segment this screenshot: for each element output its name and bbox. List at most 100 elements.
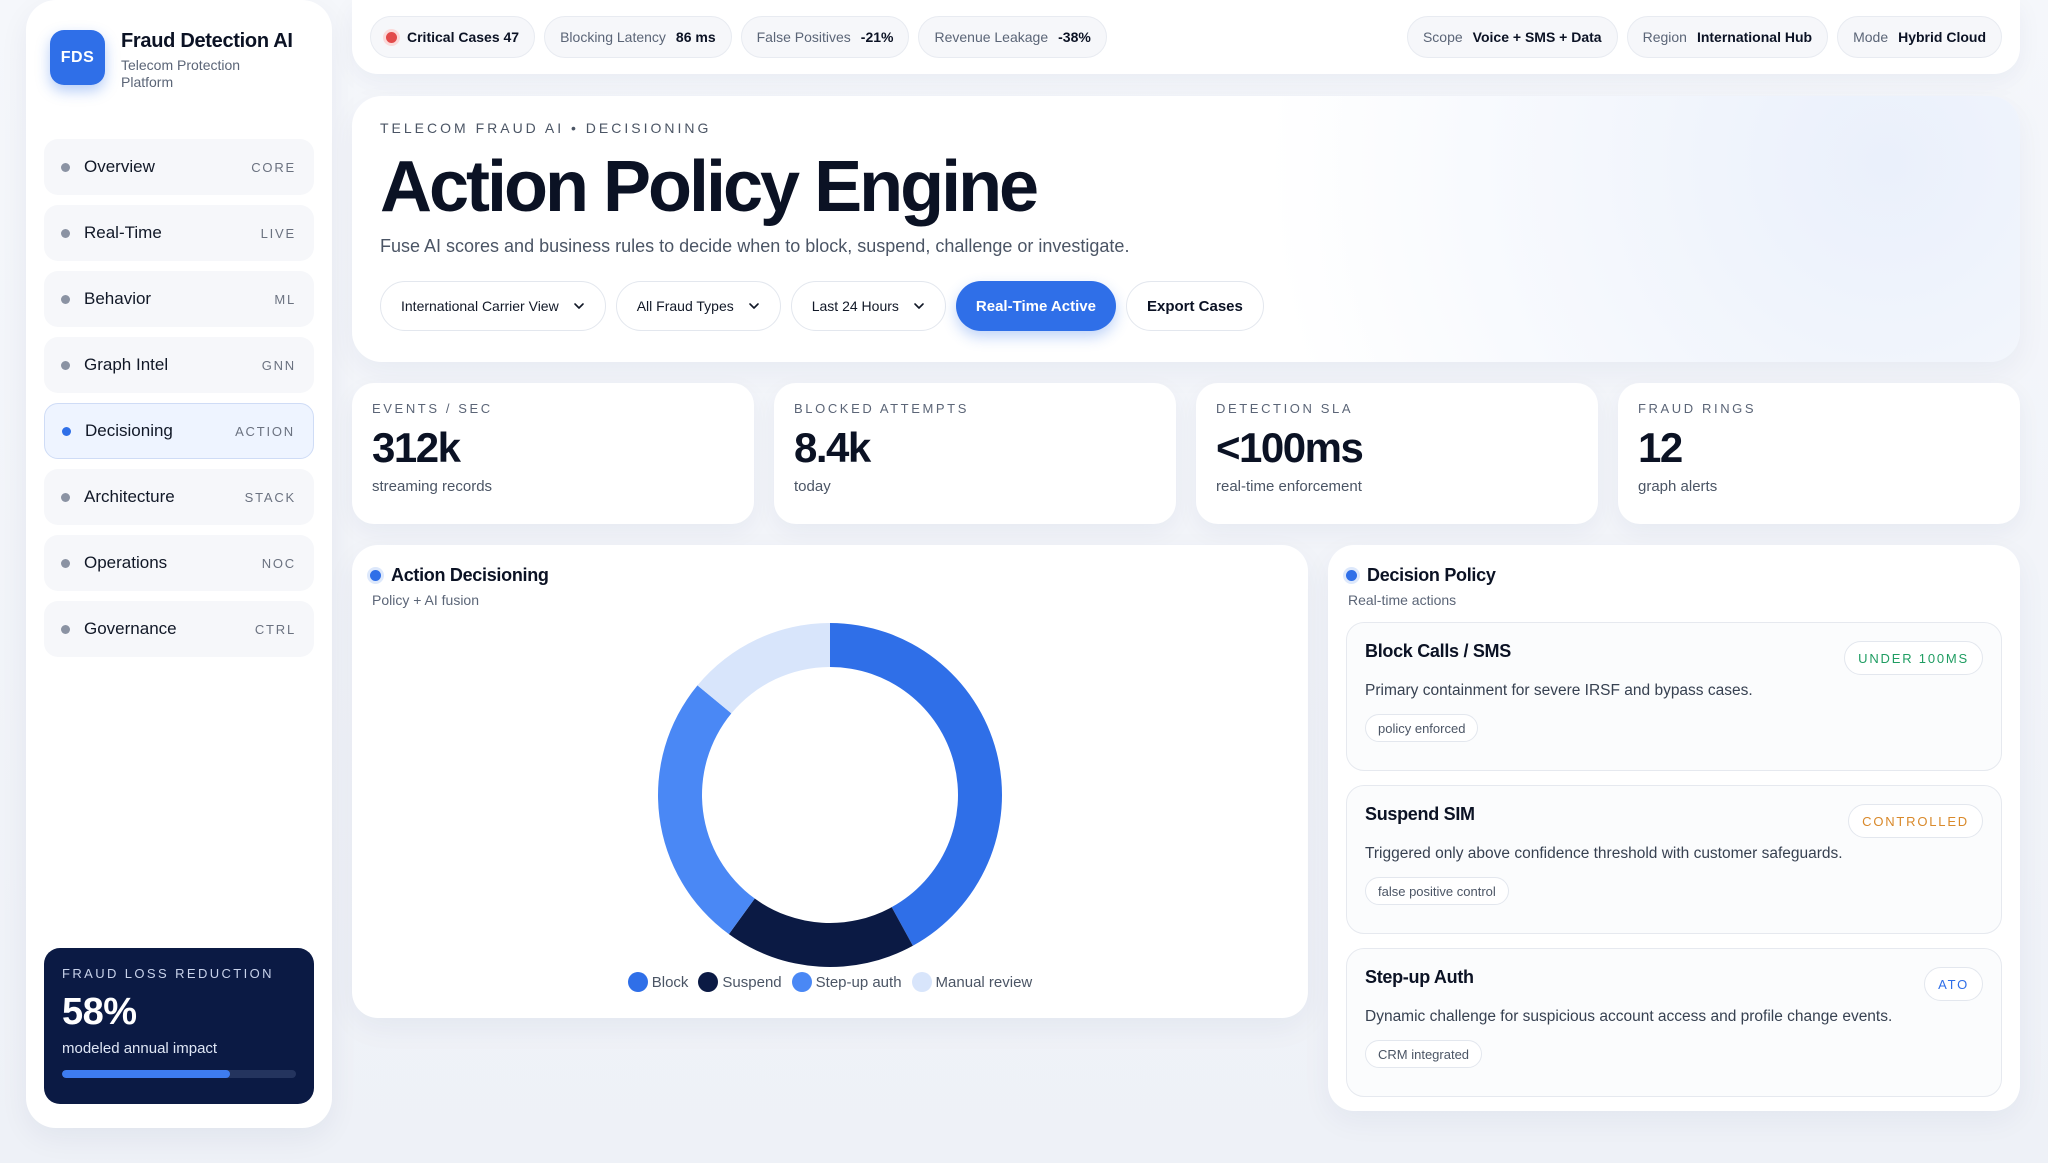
real-time-active-button[interactable]: Real-Time Active (955, 281, 1116, 331)
chip-label: False Positives (756, 29, 851, 45)
donut-slice-block[interactable] (830, 623, 1003, 946)
critical-cases-chip[interactable]: Critical Cases 47 (370, 16, 536, 58)
nav-dot-icon (61, 624, 70, 634)
sidebar-item-governance[interactable]: Governance CTRL (44, 601, 314, 657)
select-value: All Fraud Types (636, 298, 734, 314)
carrier-view-select[interactable]: International Carrier View (380, 281, 606, 331)
hero-eyebrow: TELECOM FRAUD AI • DECISIONING (380, 120, 712, 136)
policy-badge: UNDER 100MS (1844, 641, 1983, 675)
revenue-leakage-chip[interactable]: Revenue Leakage -38% (918, 16, 1107, 58)
chevron-down-icon (573, 303, 584, 309)
sidebar-item-overview[interactable]: Overview CORE (44, 139, 314, 195)
policy-tag: policy enforced (1365, 714, 1479, 742)
action-decisioning-panel: Action Decisioning Policy + AI fusion Bl… (352, 545, 1308, 1018)
chip-value: 47 (503, 29, 520, 45)
nav-dot-icon (61, 294, 70, 304)
page-title: Action Policy Engine (380, 147, 1039, 227)
kpi-value: <100ms (1216, 424, 1364, 471)
legend-swatch-icon (698, 972, 719, 992)
sidebar-item-label: Operations (84, 553, 168, 572)
chip-label: Mode (1853, 29, 1889, 45)
panel-header: Action Decisioning (370, 565, 1290, 586)
policy-card-suspend[interactable]: Suspend SIM CONTROLLED Triggered only ab… (1346, 785, 2002, 934)
chip-label: Region (1642, 29, 1687, 45)
legend-item[interactable]: Manual review (911, 972, 1032, 992)
sidebar-item-tag: STACK (244, 489, 296, 505)
policy-badge: CONTROLLED (1848, 804, 1983, 838)
legend-item[interactable]: Suspend (698, 972, 782, 992)
kpi-value: 312k (372, 424, 461, 471)
policy-title: Block Calls / SMS (1365, 641, 1511, 661)
region-chip[interactable]: Region International Hub (1626, 16, 1829, 58)
kpi-card-events: EVENTS / SEC 312k streaming records (352, 383, 754, 524)
fraud-type-select[interactable]: All Fraud Types (615, 281, 781, 331)
donut-chart-container (352, 615, 1308, 975)
kpi-label: EVENTS / SEC (372, 401, 493, 416)
blocking-latency-chip[interactable]: Blocking Latency 86 ms (544, 16, 732, 58)
sidebar-item-operations[interactable]: Operations NOC (44, 535, 314, 591)
chevron-down-icon (914, 303, 924, 309)
kpi-label: BLOCKED ATTEMPTS (794, 401, 969, 416)
policy-card-step-up[interactable]: Step-up Auth ATO Dynamic challenge for s… (1346, 948, 2002, 1097)
legend-label: Block (651, 973, 689, 991)
sidebar-item-tag: ACTION (235, 423, 295, 439)
sidebar-nav: Overview CORE Real-Time LIVE Behavior ML… (44, 139, 314, 657)
kpi-card-sla: DETECTION SLA <100ms real-time enforceme… (1196, 383, 1598, 524)
impact-card: FRAUD LOSS REDUCTION 58% modeled annual … (44, 948, 314, 1104)
chip-label: Revenue Leakage (934, 29, 1049, 45)
chevron-down-icon (748, 303, 759, 309)
sidebar-item-label: Behavior (84, 289, 152, 308)
false-positives-chip[interactable]: False Positives -21% (740, 16, 910, 58)
sidebar-item-tag: CTRL (254, 621, 296, 637)
policy-title: Step-up Auth (1365, 967, 1474, 987)
donut-slice-suspend[interactable] (728, 898, 913, 967)
sidebar-item-tag: GNN (261, 357, 296, 373)
panel-dot-icon (370, 570, 381, 581)
sidebar-item-label: Governance (84, 619, 177, 638)
legend-item[interactable]: Step-up auth (791, 972, 902, 992)
chip-label: Critical Cases (407, 29, 500, 45)
sidebar-item-tag: LIVE (260, 225, 296, 241)
policy-description: Primary containment for severe IRSF and … (1365, 682, 1753, 699)
chip-value: International Hub (1696, 29, 1813, 45)
top-status-bar: Critical Cases 47 Blocking Latency 86 ms … (352, 0, 2020, 74)
nav-dot-icon (61, 228, 70, 238)
legend-label: Step-up auth (815, 973, 902, 991)
sidebar-item-graph-intel[interactable]: Graph Intel GNN (44, 337, 314, 393)
panel-title: Decision Policy (1367, 565, 1496, 585)
kpi-subtitle: graph alerts (1638, 478, 1718, 495)
sidebar-item-tag: ML (274, 291, 296, 307)
nav-dot-icon (61, 558, 70, 568)
sidebar-item-label: Graph Intel (84, 355, 169, 374)
sidebar-item-behavior[interactable]: Behavior ML (44, 271, 314, 327)
policy-tag: CRM integrated (1365, 1040, 1483, 1068)
sidebar-item-label: Decisioning (85, 421, 173, 440)
hero-panel: TELECOM FRAUD AI • DECISIONING Action Po… (352, 96, 2020, 362)
impact-label: FRAUD LOSS REDUCTION (62, 966, 274, 981)
panel-header: Decision Policy (1346, 565, 2002, 586)
export-cases-button[interactable]: Export Cases (1125, 281, 1264, 331)
impact-subtitle: modeled annual impact (62, 1040, 218, 1057)
legend-item[interactable]: Block (627, 972, 689, 992)
policy-card-block[interactable]: Block Calls / SMS UNDER 100MS Primary co… (1346, 622, 2002, 771)
impact-progress-fill (62, 1070, 231, 1078)
scope-chip[interactable]: Scope Voice + SMS + Data (1406, 16, 1618, 58)
legend-swatch-icon (791, 972, 812, 992)
mode-chip[interactable]: Mode Hybrid Cloud (1837, 16, 2002, 58)
policy-tag: false positive control (1365, 877, 1509, 905)
sidebar-item-architecture[interactable]: Architecture STACK (44, 469, 314, 525)
donut-slice-manual-review[interactable] (697, 623, 830, 714)
brand-subtitle: Telecom Protection Platform (121, 57, 241, 90)
chip-label: Scope (1422, 29, 1463, 45)
panel-title: Action Decisioning (391, 565, 549, 585)
sidebar-item-decisioning[interactable]: Decisioning ACTION (44, 403, 314, 459)
kpi-card-fraud-rings: FRAUD RINGS 12 graph alerts (1618, 383, 2020, 524)
donut-slice-step-up-auth[interactable] (658, 685, 755, 935)
sidebar-item-real-time[interactable]: Real-Time LIVE (44, 205, 314, 261)
time-range-select[interactable]: Last 24 Hours (790, 281, 946, 331)
sidebar-item-label: Real-Time (84, 223, 162, 242)
kpi-card-blocked: BLOCKED ATTEMPTS 8.4k today (774, 383, 1176, 524)
brand-logo: FDS (50, 30, 105, 85)
select-value: Last 24 Hours (811, 298, 899, 314)
decision-policy-panel: Decision Policy Real-time actions Block … (1328, 545, 2020, 1111)
